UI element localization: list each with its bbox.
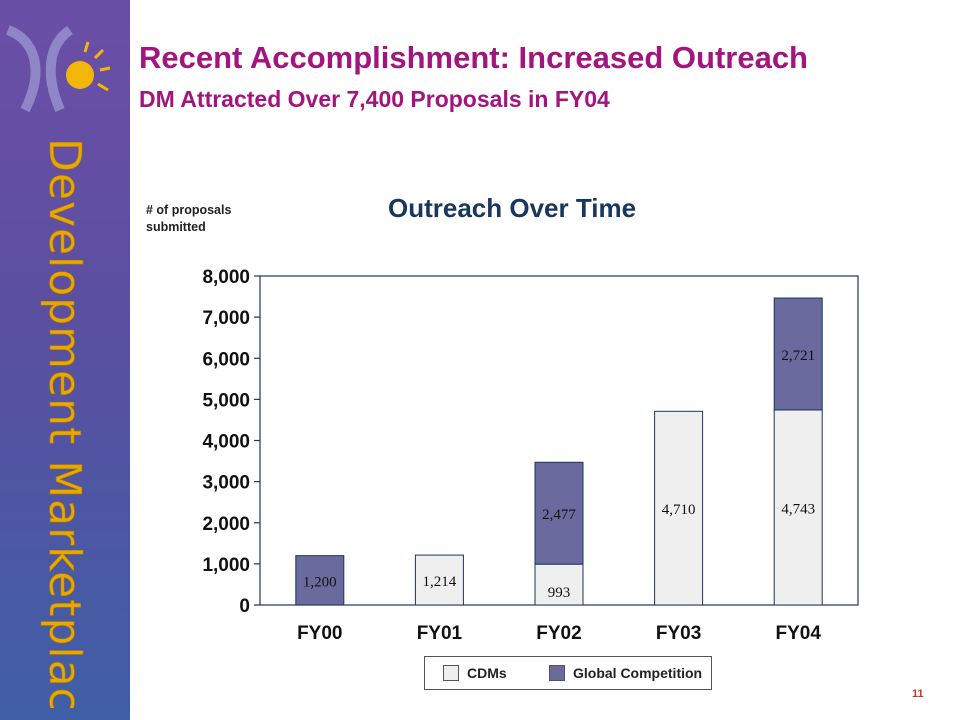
legend-label-global: Global Competition <box>573 665 703 681</box>
y-tick-label: 4,000 <box>202 432 250 453</box>
data-label-fy02: 2,477 <box>542 507 576 523</box>
bar-cdms-fy01 <box>414 554 464 606</box>
x-category-label: FY04 <box>775 623 821 644</box>
bar-global-fy04 <box>773 297 823 411</box>
x-category-label: FY03 <box>656 623 701 644</box>
x-category-label: FY00 <box>297 623 342 644</box>
y-axis-label: # of proposals submitted <box>146 203 232 234</box>
data-label-fy01: 1,214 <box>423 574 457 590</box>
x-category-label: FY02 <box>536 623 581 644</box>
brand-wordmark: Development Marketplace <box>39 138 91 708</box>
bar-cdms-fy03 <box>654 410 704 606</box>
page-title: Recent Accomplishment: Increased Outreac… <box>139 40 808 75</box>
y-tick-label: 3,000 <box>202 473 250 494</box>
chart-title: Outreach Over Time <box>388 193 637 223</box>
y-tick-label: 1,000 <box>202 555 250 576</box>
legend: CDMs Global Competition <box>424 656 712 690</box>
data-label-fy03: 4,710 <box>662 502 696 518</box>
legend-label-cdms: CDMs <box>467 665 507 681</box>
bar-global-fy02 <box>534 461 584 565</box>
x-category-label: FY01 <box>417 623 463 644</box>
y-tick-label: 5,000 <box>202 390 250 411</box>
brand-text: Development Marketplace <box>39 138 90 708</box>
data-label-fy00: 1,200 <box>303 574 337 590</box>
sidebar: Development Marketplace <box>0 0 130 720</box>
bar-chart: 0 1,000 2,000 3,000 4,000 5,000 6,000 7,000 8,00… <box>202 267 859 644</box>
y-tick-label: 7,000 <box>202 308 250 329</box>
legend-item-global: Global Competition <box>549 665 702 681</box>
y-tick-label: 8,000 <box>202 267 250 288</box>
data-label-fy04: 4,743 <box>781 501 815 517</box>
legend-swatch-global <box>549 665 565 681</box>
y-tick-label: 2,000 <box>202 514 250 535</box>
page-subtitle: DM Attracted Over 7,400 Proposals in FY0… <box>139 86 610 112</box>
data-label-fy04: 2,721 <box>781 348 815 364</box>
legend-item-cdms: CDMs <box>443 665 507 681</box>
logo-icon <box>5 25 111 113</box>
bar-cdms-fy04 <box>773 409 823 606</box>
bar-global-fy00 <box>295 555 345 606</box>
page-number: 11 <box>912 688 924 700</box>
y-tick-label: 0 <box>239 596 250 617</box>
y-tick-label: 6,000 <box>202 349 250 370</box>
legend-swatch-cdms <box>443 665 459 681</box>
data-label-fy02: 993 <box>548 585 571 601</box>
